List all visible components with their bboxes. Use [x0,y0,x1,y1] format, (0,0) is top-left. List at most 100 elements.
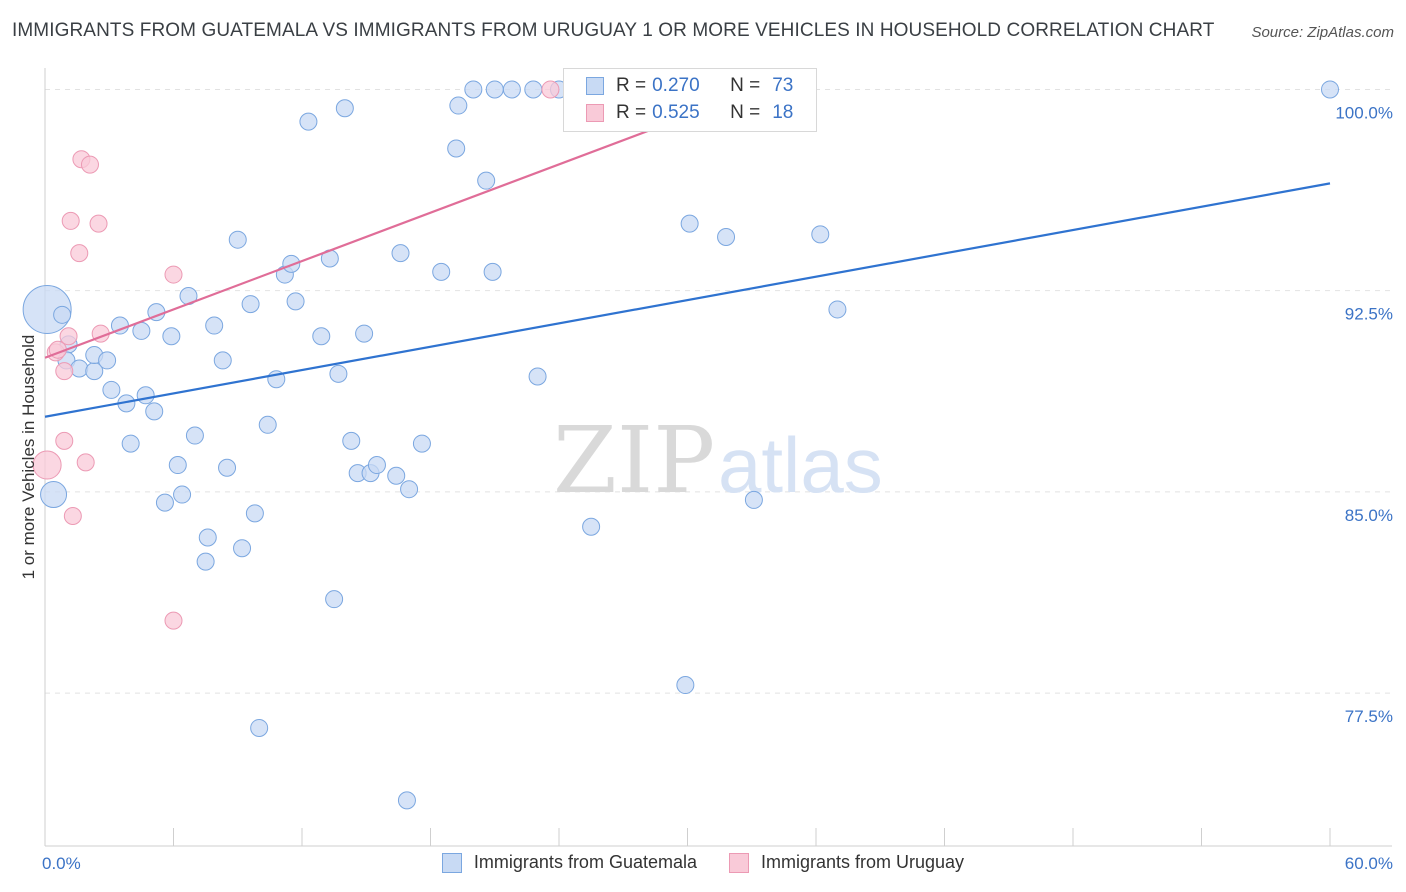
data-point-guatemala [218,458,237,477]
data-point-guatemala [367,456,386,475]
data-point-uruguay [63,507,82,526]
data-point-guatemala [228,230,247,249]
data-point-guatemala [744,490,763,509]
data-point-guatemala [312,327,331,346]
data-point-uruguay [61,211,80,230]
y-axis-label: 1 or more Vehicles in Household [19,335,38,580]
data-point-guatemala [335,99,354,118]
data-point-guatemala [299,112,318,131]
data-point-uruguay [59,327,78,346]
series-legend-uruguay[interactable]: Immigrants from Uruguay [729,852,964,873]
data-point-guatemala [132,321,151,340]
legend-row-guatemala: R = 0.270 N = 73 [586,74,793,98]
legend-swatch-guatemala [586,77,604,95]
legend-row-uruguay: R = 0.525 N = 18 [586,101,793,125]
series-label-uruguay: Immigrants from Uruguay [761,852,965,872]
data-point-uruguay [164,611,183,630]
data-point-guatemala [196,552,215,571]
y-tick-label: 77.5% [1345,707,1393,726]
data-point-guatemala [528,367,547,386]
data-point-guatemala [173,485,192,504]
x-tick-label-min: 0.0% [42,854,81,873]
data-point-guatemala [485,80,504,99]
data-point-guatemala [168,456,187,475]
data-point-uruguay [80,155,99,174]
legend-r-label: R = [616,102,647,123]
data-point-guatemala [145,402,164,421]
data-point-uruguay [55,431,74,450]
legend-n-label: N = [730,102,761,123]
data-point-uruguay [32,450,62,480]
data-point-guatemala [582,517,601,536]
legend-n-label: N = [730,75,761,96]
watermark: ZIP atlas [553,407,883,514]
data-point-guatemala [282,254,301,273]
data-point-guatemala [828,300,847,319]
data-point-guatemala [205,316,224,335]
series-swatch-uruguay [729,852,749,873]
series-swatch-guatemala [441,852,462,873]
legend-n-value-uruguay: 18 [772,102,794,123]
data-point-guatemala [162,327,181,346]
watermark-zip: ZIP [553,407,715,514]
data-point-guatemala [717,228,736,247]
grid-lines [45,88,1392,694]
data-point-guatemala [387,466,406,485]
data-point-uruguay [70,244,89,263]
series-legend-guatemala[interactable]: Immigrants from Guatemala [441,852,697,873]
series-legend: Immigrants from Guatemala Immigrants fro… [0,852,1406,873]
trend-lines [44,88,1331,418]
data-point-guatemala [121,434,140,453]
data-point-uruguay [541,80,560,99]
data-point-guatemala [102,380,121,399]
data-point-guatemala [449,96,468,115]
data-point-guatemala [502,80,521,99]
y-tick-label: 85.0% [1345,506,1393,525]
legend-r-label: R = [616,75,647,96]
legend-r-value-guatemala: 0.270 [652,75,700,96]
series-label-guatemala: Immigrants from Guatemala [473,852,697,872]
data-point-guatemala [185,426,204,445]
data-point-guatemala [447,139,466,158]
stats-legend: R = 0.270 N = 73 R = 0.525 N = 18 [563,68,817,132]
data-point-guatemala [397,791,416,810]
data-point-guatemala [258,415,277,434]
trend-line-guatemala [44,182,1331,418]
data-point-guatemala [245,504,264,523]
data-point-guatemala [155,493,174,512]
data-point-guatemala [483,262,502,281]
legend-n-value-guatemala: 73 [772,75,794,96]
data-point-uruguay [55,362,74,381]
data-point-guatemala [53,305,72,324]
data-point-guatemala [391,244,410,263]
data-point-guatemala [355,324,374,343]
data-point-guatemala [676,676,695,695]
data-point-guatemala [412,434,431,453]
chart-title: IMMIGRANTS FROM GUATEMALA VS IMMIGRANTS … [12,20,1215,41]
data-point-guatemala [1321,80,1339,99]
tick-labels: 77.5% 85.0% 92.5% 100.0% 0.0% 60.0% [42,103,1393,873]
legend-swatch-uruguay [586,104,604,122]
data-point-uruguay [89,214,108,233]
data-point-uruguay [76,453,95,472]
data-point-guatemala [329,364,348,383]
data-point-guatemala [213,351,232,370]
source-credit: Source: ZipAtlas.com [1251,24,1394,41]
data-point-guatemala [70,359,89,378]
data-point-guatemala [680,214,699,233]
trend-line-uruguay [44,88,759,359]
data-point-guatemala [432,262,451,281]
data-point-guatemala [464,80,483,99]
data-point-guatemala [477,171,496,190]
data-point-guatemala [400,480,419,499]
data-point-guatemala [198,528,217,547]
data-point-guatemala [136,386,155,405]
data-point-guatemala [286,292,305,311]
data-point-guatemala [325,590,344,609]
data-point-guatemala [98,351,117,370]
data-point-guatemala [811,225,830,244]
data-point-guatemala [40,481,68,509]
data-point-guatemala [241,295,260,314]
data-point-guatemala [233,539,252,558]
data-point-guatemala [524,80,543,99]
